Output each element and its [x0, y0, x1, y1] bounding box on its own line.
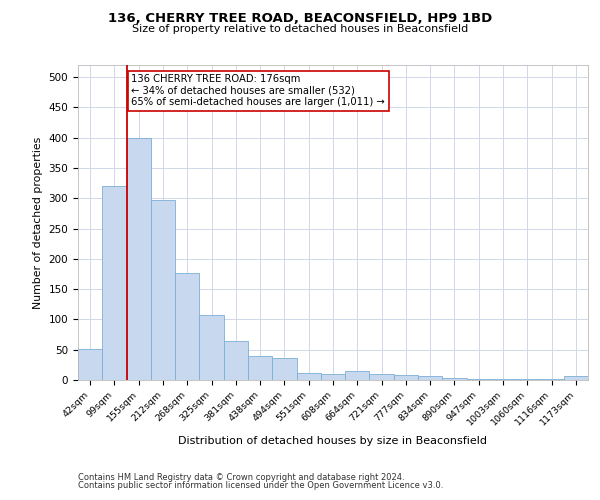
Text: 136, CHERRY TREE ROAD, BEACONSFIELD, HP9 1BD: 136, CHERRY TREE ROAD, BEACONSFIELD, HP9… [108, 12, 492, 26]
Bar [151, 200, 175, 380]
Bar [272, 358, 296, 380]
Text: Contains public sector information licensed under the Open Government Licence v3: Contains public sector information licen… [78, 481, 443, 490]
Bar [78, 348, 102, 380]
Bar [224, 340, 248, 380]
Bar [564, 376, 588, 380]
Bar [394, 375, 418, 380]
Bar [199, 314, 224, 380]
Bar [345, 371, 370, 380]
Text: Size of property relative to detached houses in Beaconsfield: Size of property relative to detached ho… [132, 24, 468, 34]
Bar [370, 374, 394, 380]
X-axis label: Distribution of detached houses by size in Beaconsfield: Distribution of detached houses by size … [179, 436, 487, 446]
Bar [248, 356, 272, 380]
Bar [102, 186, 127, 380]
Bar [175, 274, 199, 380]
Text: 136 CHERRY TREE ROAD: 176sqm
← 34% of detached houses are smaller (532)
65% of s: 136 CHERRY TREE ROAD: 176sqm ← 34% of de… [131, 74, 385, 108]
Y-axis label: Number of detached properties: Number of detached properties [33, 136, 43, 308]
Bar [127, 138, 151, 380]
Bar [418, 376, 442, 380]
Bar [296, 374, 321, 380]
Bar [321, 374, 345, 380]
Bar [442, 378, 467, 380]
Text: Contains HM Land Registry data © Crown copyright and database right 2024.: Contains HM Land Registry data © Crown c… [78, 472, 404, 482]
